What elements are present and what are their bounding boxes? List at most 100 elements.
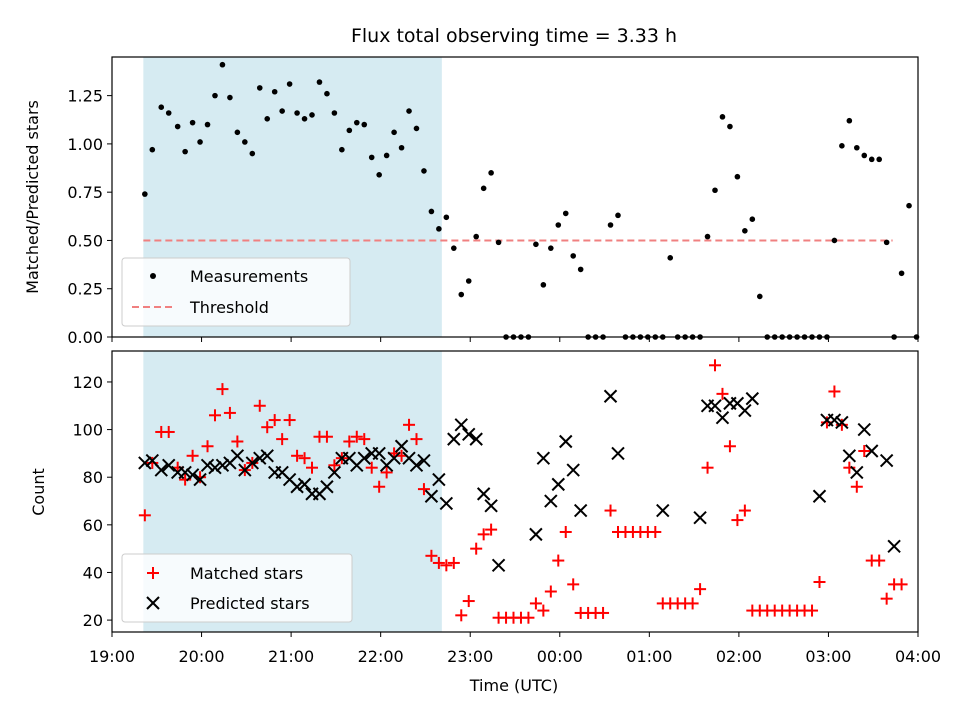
point-matched-stars [162, 425, 175, 438]
point-predicted-stars [447, 432, 461, 446]
point-matched-stars [567, 578, 580, 591]
point-matched-stars [895, 578, 908, 591]
point-matched-stars [350, 430, 363, 443]
point-matched-stars [858, 445, 871, 458]
point-predicted-stars [245, 456, 260, 470]
x-tick-label: 02:00 [716, 647, 762, 666]
point-predicted-stars [185, 468, 200, 482]
point-matched-stars [201, 440, 214, 453]
point-matched-stars [440, 559, 453, 572]
point-measurements [279, 108, 285, 114]
point-measurements [458, 291, 465, 298]
point-predicted-stars [462, 427, 476, 442]
point-matched-stars [470, 542, 483, 555]
point-predicted-stars [544, 494, 558, 508]
bottom-y-tick-label: 120 [72, 373, 103, 392]
bottom-legend-box [121, 553, 353, 623]
point-predicted-stars [424, 489, 439, 503]
point-measurements [906, 202, 912, 209]
point-matched-stars [216, 383, 229, 396]
top-y-tick-label: 0.75 [67, 183, 103, 202]
point-predicted-stars [154, 463, 168, 477]
point-measurements [361, 121, 368, 128]
top-legend: Measurements Threshold [121, 257, 351, 327]
point-measurements [189, 119, 196, 126]
point-measurements [734, 173, 741, 180]
point-matched-stars [208, 409, 221, 422]
point-matched-stars [410, 433, 423, 446]
point-measurements [204, 121, 211, 128]
point-measurements [831, 237, 838, 244]
point-predicted-stars [178, 465, 192, 480]
point-predicted-stars [208, 460, 222, 475]
point-predicted-stars [327, 465, 342, 480]
point-measurements [142, 191, 148, 197]
chart-title: Flux total observing time = 3.33 h [351, 25, 677, 47]
bottom-y-tick-label: 60 [83, 516, 103, 535]
bottom-legend: Matched stars Predicted stars [121, 553, 353, 623]
point-matched-stars [544, 585, 557, 598]
point-measurements [868, 156, 875, 163]
point-predicted-stars [484, 499, 498, 513]
point-predicted-stars [260, 449, 274, 463]
point-predicted-stars [559, 434, 573, 449]
point-measurements [570, 253, 577, 259]
point-matched-stars [462, 595, 475, 608]
point-predicted-stars [439, 496, 454, 511]
point-measurements [219, 61, 226, 68]
point-measurements [667, 255, 674, 261]
point-measurements [607, 222, 614, 228]
point-measurements [839, 143, 845, 149]
point-predicted-stars [297, 477, 312, 492]
point-predicted-stars [357, 451, 371, 465]
x-axis-label: Time (UTC) [469, 676, 558, 695]
top-y-axis-label: Matched/Predicted stars [23, 100, 42, 294]
point-predicted-stars [887, 539, 901, 553]
bottom-plot-frame [111, 350, 919, 633]
point-predicted-stars [469, 432, 483, 446]
point-predicted-stars [200, 458, 215, 473]
point-predicted-stars [290, 480, 304, 494]
point-matched-stars [283, 414, 296, 427]
point-predicted-stars [432, 472, 446, 487]
point-predicted-stars [394, 439, 409, 453]
x-tick-label: 22:00 [358, 647, 404, 666]
point-matched-stars [485, 523, 498, 536]
point-measurements [727, 123, 733, 130]
point-predicted-stars [573, 503, 588, 518]
point-predicted-stars [215, 458, 230, 473]
point-matched-stars [447, 556, 460, 569]
point-matched-stars [813, 575, 826, 588]
point-measurements [465, 278, 472, 284]
point-measurements [227, 94, 233, 101]
x-tick-label: 19:00 [89, 647, 135, 666]
legend-marker-matched-stars [147, 567, 159, 579]
point-measurements [548, 245, 554, 251]
point-measurements [368, 154, 375, 161]
top-y-tick-label: 1.25 [67, 87, 103, 106]
point-matched-stars [306, 461, 319, 474]
bottom-y-tick-label: 100 [72, 421, 103, 440]
bottom-y-tick-label: 40 [83, 563, 103, 582]
point-measurements [398, 144, 405, 151]
point-predicted-stars [715, 410, 730, 425]
point-measurements [712, 187, 718, 194]
point-predicted-stars [842, 449, 857, 463]
point-measurements [898, 270, 905, 277]
point-predicted-stars [611, 446, 625, 461]
point-matched-stars [417, 483, 430, 496]
point-predicted-stars [162, 458, 176, 473]
point-matched-stars [694, 583, 707, 596]
point-matched-stars [604, 504, 617, 517]
point-matched-stars [537, 604, 550, 617]
point-predicted-stars [417, 453, 431, 468]
point-matched-stars [880, 592, 893, 605]
legend-label-predicted-stars: Predicted stars [190, 594, 310, 613]
point-measurements [562, 210, 569, 217]
point-measurements [846, 117, 853, 124]
point-matched-stars [686, 597, 699, 610]
point-predicted-stars [738, 403, 752, 418]
point-measurements [413, 125, 420, 132]
point-matched-stars [649, 525, 662, 538]
